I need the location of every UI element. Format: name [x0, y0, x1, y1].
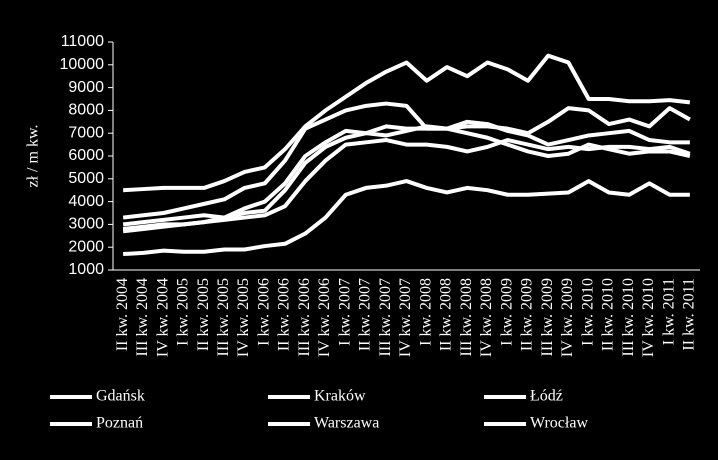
x-tick-label: II kw. 2009: [519, 278, 536, 351]
x-tick-label: III kw. 2008: [458, 278, 475, 357]
legend-label: Poznań: [96, 415, 143, 432]
series-line: [122, 119, 690, 227]
series-line: [123, 179, 690, 257]
series-line: [122, 101, 691, 220]
x-tick-label: IV kw. 2006: [316, 278, 333, 357]
x-tick-label: III kw. 2006: [296, 278, 313, 357]
y-axis-title: zł / m kw.: [25, 125, 42, 188]
legend-label: Warszawa: [314, 415, 379, 432]
y-tick-label: 1000: [68, 261, 104, 278]
x-tick-label: I kw. 2011: [660, 278, 677, 345]
x-tick-label: II kw. 2010: [600, 278, 617, 351]
series-line: [122, 124, 691, 234]
legend-label: Wrocław: [530, 415, 588, 432]
series-line: [123, 53, 691, 193]
x-tick-label: III kw. 2005: [215, 278, 232, 357]
x-tick-label: IV kw. 2004: [154, 278, 171, 357]
x-tick-label: II kw. 2005: [195, 278, 212, 351]
y-tick-label: 11000: [61, 33, 104, 50]
x-tick-label: II kw. 2011: [681, 278, 698, 351]
x-tick-label: I kw. 2006: [255, 278, 272, 346]
y-tick-label: 6000: [68, 147, 104, 164]
y-tick-label: 9000: [68, 79, 104, 96]
x-tick-label: III kw. 2009: [539, 278, 556, 357]
x-tick-label: II kw. 2004: [114, 278, 131, 351]
y-tick-label: 7000: [68, 124, 104, 141]
y-tick-label: 2000: [68, 238, 104, 255]
x-tick-label: IV kw. 2009: [559, 278, 576, 357]
x-tick-label: III kw. 2004: [134, 278, 151, 357]
legend-label: Kraków: [314, 388, 366, 405]
x-tick-label: IV kw. 2005: [235, 278, 252, 357]
x-tick-label: IV kw. 2007: [397, 278, 414, 357]
x-tick-label: IV kw. 2010: [640, 278, 657, 357]
x-tick-label: IV kw. 2008: [478, 278, 495, 357]
x-tick-label: I kw. 2007: [336, 278, 353, 346]
legend-label: Łódź: [530, 388, 563, 405]
x-tick-label: I kw. 2010: [579, 278, 596, 346]
x-tick-label: III kw. 2010: [620, 278, 637, 357]
x-tick-label: I kw. 2005: [175, 278, 192, 346]
x-tick-label: III kw. 2007: [377, 278, 394, 357]
x-tick-label: II kw. 2008: [438, 278, 455, 351]
legend-label: Gdańsk: [96, 388, 145, 405]
x-tick-label: I kw. 2008: [417, 278, 434, 346]
x-tick-label: II kw. 2007: [357, 278, 374, 351]
y-tick-label: 4000: [68, 193, 104, 210]
x-tick-label: II kw. 2006: [276, 278, 293, 351]
y-tick-label: 3000: [68, 216, 104, 233]
y-tick-label: 10000: [60, 56, 105, 73]
y-tick-label: 8000: [68, 102, 104, 119]
y-tick-label: 5000: [68, 170, 104, 187]
x-tick-label: I kw. 2009: [498, 278, 515, 346]
